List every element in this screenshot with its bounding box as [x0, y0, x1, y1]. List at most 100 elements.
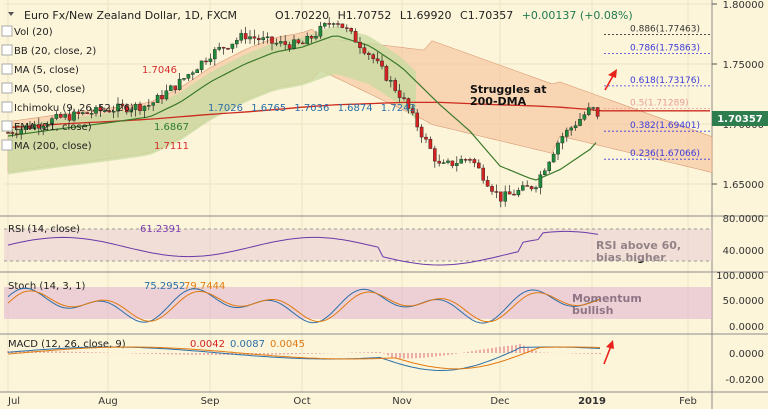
candle	[279, 41, 283, 44]
candle	[327, 23, 332, 25]
stoch-label: Stoch (14, 3, 1)	[8, 281, 85, 292]
candle	[402, 97, 406, 99]
candle	[428, 139, 433, 149]
collapse-icon[interactable]	[8, 12, 14, 16]
candle	[547, 161, 551, 171]
fib-label: 0.236(1.67066)	[630, 149, 700, 159]
candle	[551, 153, 556, 163]
legend-label: EMA (21, close)	[14, 122, 92, 133]
candle	[393, 80, 398, 91]
candle	[472, 159, 477, 164]
time-axis-label: Feb	[679, 396, 697, 407]
candle	[23, 125, 28, 130]
legend-eye-icon	[1, 44, 13, 56]
candle	[116, 103, 120, 112]
candle	[164, 90, 169, 100]
time-axis-label: Sep	[201, 396, 220, 407]
candle	[384, 66, 389, 81]
candle	[261, 37, 266, 41]
candle	[10, 132, 15, 134]
stoch-tick: 50.0000	[723, 296, 764, 307]
legend-value: 1.6867	[154, 122, 189, 133]
open-value: O1.70220	[275, 9, 329, 22]
high-value: H1.70752	[338, 9, 392, 22]
chart-header: Euro Fx/New Zealand Dollar, 1D, FXCM O1.…	[24, 9, 633, 22]
candle	[345, 27, 349, 29]
candle	[76, 111, 81, 114]
candle	[50, 118, 54, 125]
rsi-value: 61.2391	[140, 224, 181, 235]
candle	[80, 112, 85, 114]
candle	[72, 111, 76, 121]
fib-label: 0.382(1.69401)	[630, 121, 700, 131]
candle	[591, 107, 595, 109]
legend-eye-icon	[1, 101, 13, 113]
candle	[336, 23, 340, 25]
candle	[446, 160, 450, 163]
candle	[186, 74, 191, 79]
candle	[459, 159, 464, 164]
legend-eye-icon	[1, 139, 13, 151]
candle	[525, 185, 529, 187]
candle	[230, 43, 235, 49]
candle	[433, 148, 437, 162]
candle	[257, 38, 261, 41]
candle	[274, 42, 279, 45]
candle	[516, 190, 521, 196]
price-tick-label: 1.75000	[723, 60, 764, 71]
candle	[455, 163, 459, 166]
candle	[208, 58, 213, 63]
candle	[314, 35, 318, 39]
time-axis-label: Oct	[293, 396, 310, 407]
candle	[419, 126, 424, 138]
candle	[485, 180, 490, 187]
candle	[59, 114, 63, 118]
rsi-band	[4, 229, 712, 261]
candle	[146, 105, 151, 107]
macd-value: 0.0045	[270, 339, 305, 350]
candle	[463, 159, 468, 161]
candle	[292, 39, 296, 49]
candle	[305, 36, 310, 45]
candle	[415, 112, 420, 128]
stoch-k-line	[7, 287, 601, 324]
candle	[437, 160, 442, 164]
candle	[28, 125, 32, 130]
fibonacci-levels: 0.886(1.77463) 0.786(1.75863) 0.618(1.7317…	[604, 24, 712, 160]
legend-label: MA (200, close)	[14, 141, 92, 152]
legend-eye-icon	[1, 25, 13, 37]
rsi-label: RSI (14, close)	[8, 224, 80, 235]
candle	[521, 185, 525, 191]
candle	[481, 167, 486, 181]
legend-eye-icon	[1, 63, 13, 75]
legend-label: Vol (20)	[14, 27, 53, 38]
macd-label: MACD (12, 26, close, 9)	[8, 339, 126, 350]
indicator-legend: Vol (20) BB (20, close, 2) MA (5, close) 1.…	[1, 25, 416, 152]
candle	[406, 98, 411, 109]
legend-value: 1.7111	[154, 141, 189, 152]
candle	[380, 60, 384, 67]
candle	[349, 28, 354, 32]
candle	[190, 72, 195, 75]
candle	[226, 48, 230, 50]
legend-eye-icon	[1, 82, 13, 94]
current-price-tag: 1.70357	[712, 111, 768, 126]
candle	[301, 42, 305, 45]
legend-value: 1.6765	[251, 103, 286, 114]
macd-pane: MACD (12, 26, close, 9) 0.0042 0.0087 0.004…	[7, 339, 764, 386]
stoch-d-value: 79.7444	[184, 281, 225, 292]
candle	[543, 170, 547, 175]
legend-label: BB (20, close, 2)	[14, 46, 96, 57]
price-tick-label: 1.80000	[723, 0, 764, 11]
candle	[573, 125, 578, 129]
close-value: C1.70357	[460, 9, 513, 22]
price-axis-background	[712, 0, 768, 409]
candle	[587, 107, 591, 115]
candle	[133, 103, 138, 110]
candle	[371, 54, 376, 59]
candle	[296, 39, 301, 44]
candle	[142, 105, 147, 111]
fib-label: 0.886(1.77463)	[630, 24, 700, 34]
